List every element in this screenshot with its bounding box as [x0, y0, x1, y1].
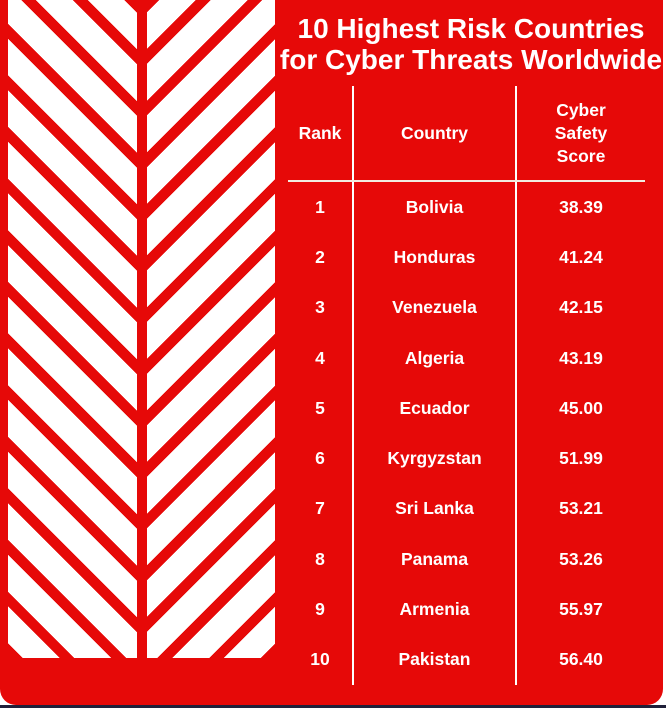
- cell-score: 43.19: [559, 347, 603, 368]
- cell-rank: 9: [315, 599, 325, 620]
- cell-country: Algeria: [352, 332, 517, 384]
- cell-country: Venezuela: [352, 282, 517, 333]
- header-score: Cyber Safety Score: [517, 86, 645, 180]
- cell-score: 56.40: [559, 649, 603, 670]
- title-line-1: 10 Highest Risk Countries: [297, 13, 645, 44]
- cell-score: 41.24: [559, 246, 603, 267]
- cell-country: Bolivia: [352, 182, 517, 233]
- cell-rank: 4: [315, 347, 325, 368]
- table-header: Rank Country Cyber Safety Score: [288, 86, 645, 182]
- cell-country: Panama: [352, 534, 517, 585]
- cell-score: 45.00: [559, 397, 603, 418]
- page-title: 10 Highest Risk Countries for Cyber Thre…: [276, 13, 663, 75]
- cell-score: 38.39: [559, 196, 603, 217]
- cell-country: Kyrgyzstan: [352, 433, 517, 484]
- header-score-label: Cyber Safety Score: [554, 99, 608, 166]
- chevron-pattern: [8, 0, 275, 658]
- cell-country: Honduras: [352, 232, 517, 283]
- table-body: 1 Bolivia 38.39 2 Honduras 41.24 3 Venezuela 42.…: [288, 182, 645, 685]
- bottom-edge-bar: [0, 705, 666, 708]
- cell-rank: 7: [315, 498, 325, 519]
- chevron-center-line: [136, 0, 147, 658]
- cell-rank: 8: [315, 548, 325, 569]
- cell-rank: 6: [315, 448, 325, 469]
- cell-country: Armenia: [352, 584, 517, 635]
- cell-country: Sri Lanka: [352, 483, 517, 535]
- title-line-2: for Cyber Threats Worldwide: [279, 44, 663, 75]
- cell-rank: 3: [315, 297, 325, 318]
- header-country: Country: [352, 86, 517, 180]
- cell-rank: 2: [315, 246, 325, 267]
- cell-rank: 10: [310, 649, 330, 670]
- cell-rank: 5: [315, 397, 325, 418]
- header-rank: Rank: [298, 122, 342, 143]
- cell-score: 53.26: [559, 548, 603, 569]
- risk-table: Rank Country Cyber Safety Score 1 Bolivia…: [288, 86, 645, 685]
- chevron-stripes-left: [8, 0, 142, 658]
- cell-score: 42.15: [559, 297, 603, 318]
- cell-country: Ecuador: [352, 383, 517, 434]
- cell-score: 55.97: [559, 599, 603, 620]
- cell-score: 53.21: [559, 498, 603, 519]
- chevron-stripes-right: [141, 0, 275, 658]
- cell-country: Pakistan: [352, 634, 517, 685]
- cell-score: 51.99: [559, 448, 603, 469]
- cell-rank: 1: [315, 196, 325, 217]
